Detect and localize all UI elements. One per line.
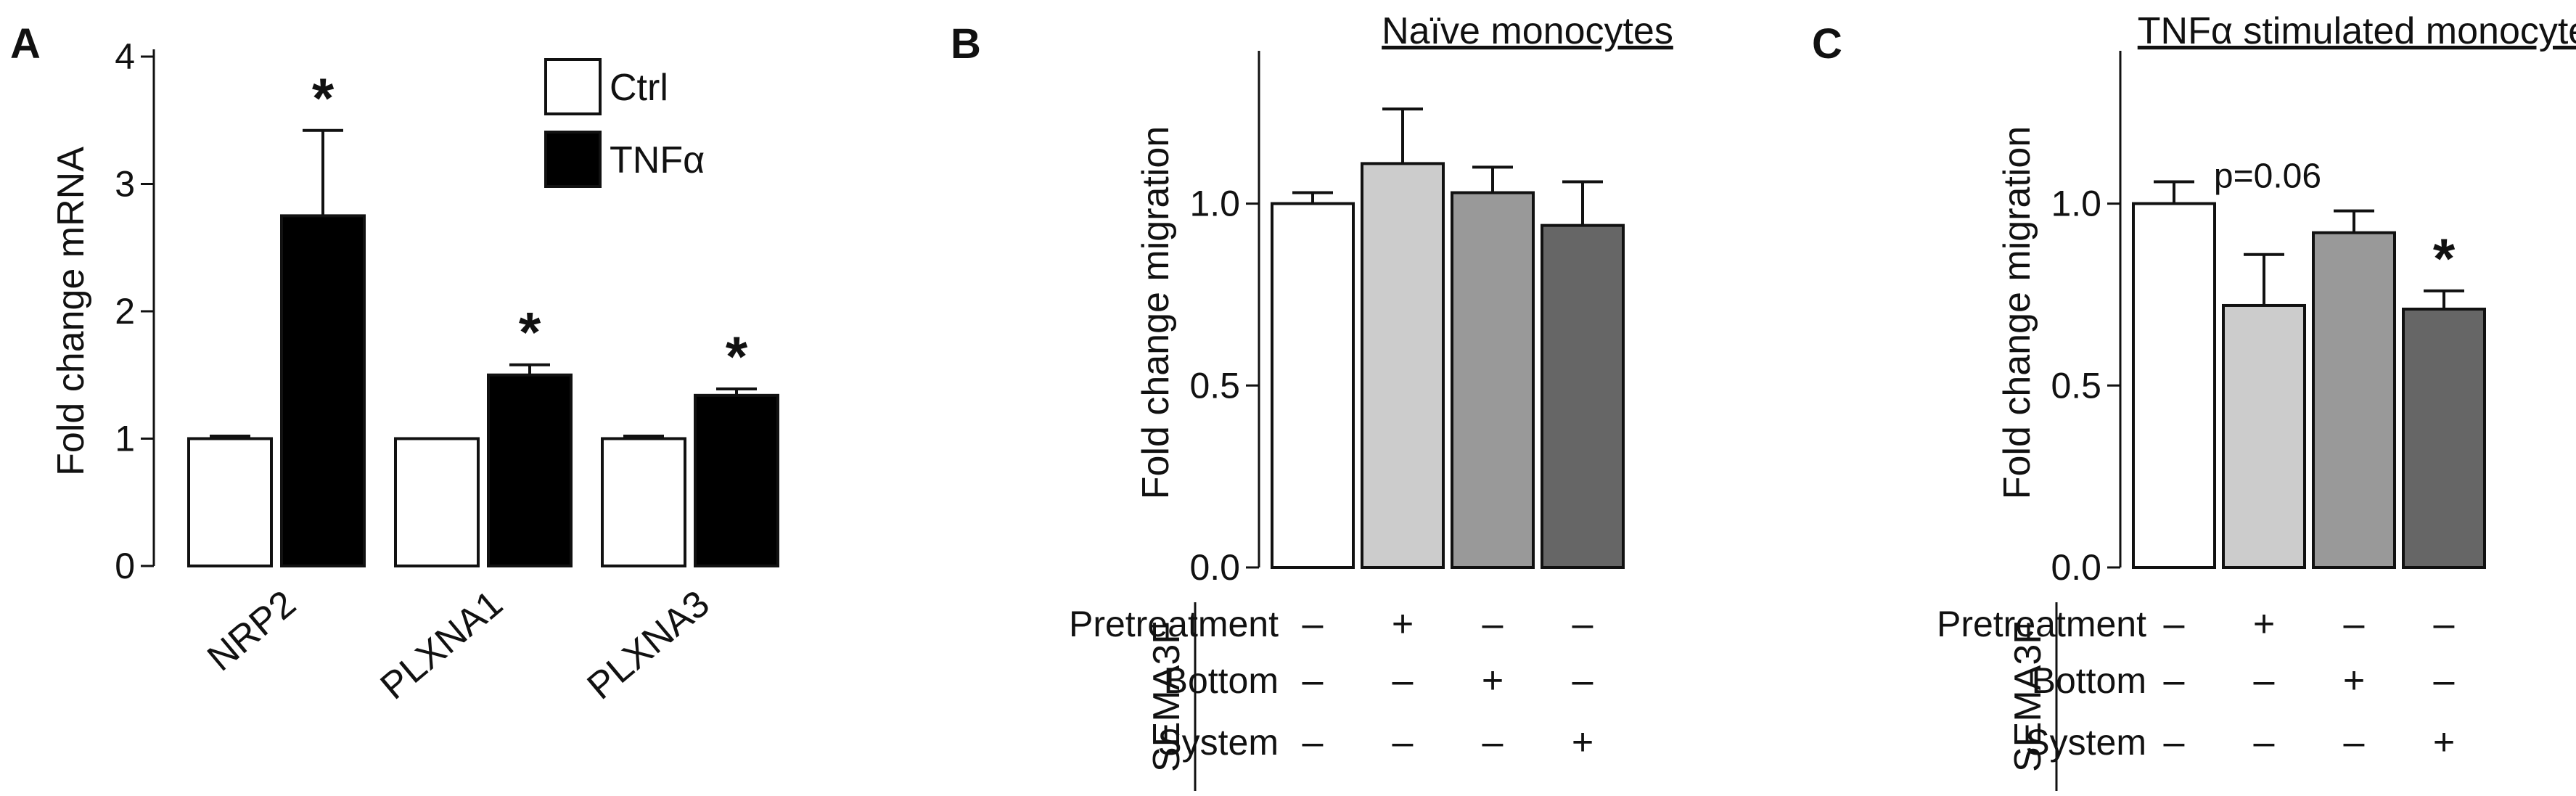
y-axis-title: Fold change mRNA [50, 147, 92, 476]
category-label: NRP2 [200, 583, 304, 680]
bar-tnfα [487, 373, 573, 567]
y-tick-label: 0 [115, 546, 135, 586]
panel-c: C 0.0 0.5 1.0 Fold change migration TNFα stim… [1812, 10, 2576, 791]
treatment-sign: + [1392, 603, 1414, 645]
treatment-sign: + [1482, 660, 1504, 702]
treatment-sign: – [2254, 660, 2275, 702]
panel-title: TNFα stimulated monocytes [2138, 10, 2576, 52]
bar-tnfα [694, 393, 779, 568]
legend-swatch-ctrl [544, 58, 602, 115]
treatment-sign: – [2164, 660, 2185, 702]
panel-b: B 0.0 0.5 1.0 Fold change migration Naïve mon… [951, 10, 1673, 791]
treatment-sign: + [2253, 603, 2275, 645]
y-tick-label: 3 [115, 164, 135, 205]
treatment-sign: – [1482, 721, 1504, 763]
significance-star: * [2433, 226, 2456, 290]
significance-star: * [726, 324, 748, 388]
treatment-row-label: Bottom [1164, 660, 1279, 701]
treatment-group-label: SEMA3F [2007, 621, 2049, 772]
bar [1541, 223, 1625, 569]
treatment-sign: – [2164, 721, 2185, 763]
treatment-sign: + [2343, 660, 2365, 702]
significance-star: * [312, 66, 335, 130]
treatment-row-label: Bottom [2032, 660, 2146, 701]
panel-letter: C [1812, 20, 1842, 67]
bar [2132, 202, 2216, 569]
treatment-sign: + [2433, 721, 2455, 763]
treatment-sign: – [1482, 603, 1504, 645]
treatment-sign: – [1572, 660, 1593, 702]
treatment-sign: – [1392, 660, 1414, 702]
treatment-row-label: Pretreatment [1937, 604, 2146, 644]
treatment-row-label: System [2025, 722, 2146, 763]
y-tick-label: 0.5 [1189, 365, 1240, 406]
panel-title: Naïve monocytes [1382, 10, 1673, 52]
treatment-sign: – [1392, 721, 1414, 763]
y-tick-label: 2 [115, 291, 135, 332]
treatment-row-label: Pretreatment [1069, 604, 1279, 644]
treatment-sign: – [1303, 603, 1324, 645]
legend-label: TNFα [610, 139, 705, 181]
y-tick-label: 0.0 [2051, 547, 2101, 588]
significance-star: * [519, 300, 541, 364]
bar-ctrl [601, 437, 686, 567]
p-value-annotation: p=0.06 [2214, 157, 2321, 196]
treatment-sign: – [1572, 603, 1593, 645]
y-tick-label: 0.0 [1189, 547, 1240, 588]
panel-a: A 0 1 2 3 4 Fold change mRNA * NRP2 * PLXNA1 * PLXNA… [10, 20, 779, 708]
bar [2312, 231, 2396, 569]
category-label: PLXNA3 [580, 583, 718, 708]
legend-label: Ctrl [610, 67, 668, 109]
y-axis-title: Fold change migration [1135, 126, 1177, 500]
treatment-sign: – [2344, 603, 2365, 645]
y-tick-label: 4 [115, 36, 135, 77]
treatment-sign: + [1572, 721, 1593, 763]
bar [2222, 303, 2306, 569]
treatment-sign: – [1303, 721, 1324, 763]
bar-ctrl [394, 437, 480, 567]
treatment-sign: – [2344, 721, 2365, 763]
y-tick-label: 1.0 [1189, 184, 1240, 224]
bar [1361, 162, 1445, 569]
bar-ctrl [187, 437, 273, 567]
bar [1451, 191, 1535, 569]
treatment-sign: – [1303, 660, 1324, 702]
treatment-sign: – [2164, 603, 2185, 645]
bar [1271, 202, 1355, 569]
y-tick-label: 1.0 [2051, 184, 2101, 224]
y-tick-label: 0.5 [2051, 365, 2101, 406]
treatment-sign: – [2434, 603, 2455, 645]
treatment-sign: – [2254, 721, 2275, 763]
treatment-group-label: SEMA3F [1146, 621, 1188, 772]
treatment-row-label: System [1157, 722, 1279, 763]
panel-letter: A [10, 20, 41, 67]
legend-swatch-tnfα [544, 131, 602, 188]
category-label: PLXNA1 [373, 583, 511, 708]
y-axis-title: Fold change migration [1996, 126, 2038, 500]
treatment-sign: – [2434, 660, 2455, 702]
panel-letter: B [951, 20, 981, 67]
bar-tnfα [280, 214, 366, 567]
y-tick-label: 1 [115, 419, 135, 459]
bar [2402, 307, 2486, 569]
